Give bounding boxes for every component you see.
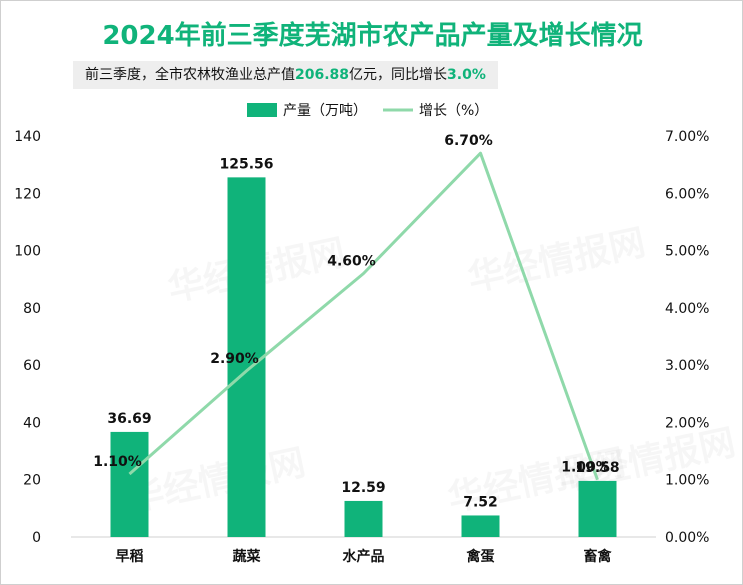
legend-line-label: 增长（%） bbox=[419, 103, 488, 119]
y-right-tick-label: 6.00% bbox=[665, 186, 709, 202]
bar-2 bbox=[227, 177, 266, 537]
y-right-tick-label: 4.00% bbox=[665, 301, 709, 317]
chart-title: 2024年前三季度芜湖市农产品产量及增长情况 bbox=[102, 21, 643, 51]
y-right-tick-label: 7.00% bbox=[665, 129, 709, 145]
x-tick-label: 蔬菜 bbox=[233, 548, 262, 565]
y-left-tick-label: 140 bbox=[14, 129, 41, 145]
watermark-group: 华经情报网华经情报网华经情报网华经情报网华经情报网 bbox=[124, 222, 739, 520]
y-left-tick-label: 80 bbox=[23, 301, 41, 317]
x-tick-label: 畜禽 bbox=[584, 548, 613, 565]
y-right-tick-label: 1.00% bbox=[665, 473, 709, 489]
line-data-label: 6.70% bbox=[444, 133, 493, 149]
growth-line bbox=[128, 151, 599, 481]
y-left-tick-label: 120 bbox=[14, 186, 41, 202]
legend-bar-swatch bbox=[247, 103, 277, 117]
subtitle-text-before: 前三季度，全市农林牧渔业总产值 bbox=[85, 67, 295, 83]
bar-data-label: 19.58 bbox=[575, 460, 619, 476]
bar-data-label: 125.56 bbox=[219, 156, 273, 172]
bar-5 bbox=[578, 480, 617, 537]
watermark-text: 华经情报网 bbox=[464, 222, 649, 300]
y-right-tick-label: 5.00% bbox=[665, 244, 709, 260]
y-left-tick-label: 40 bbox=[23, 415, 41, 431]
y-left-tick-label: 0 bbox=[32, 530, 41, 546]
bar-data-label: 7.52 bbox=[463, 494, 498, 510]
y-right-tick-label: 2.00% bbox=[665, 415, 709, 431]
y-right-tick-label: 3.00% bbox=[665, 358, 709, 374]
subtitle-text-middle: 亿元，同比增长 bbox=[349, 67, 448, 83]
bar-data-label: 12.59 bbox=[341, 480, 385, 496]
x-tick-label: 禽蛋 bbox=[466, 548, 495, 565]
line-data-label: 1.10% bbox=[93, 454, 142, 470]
bar-data-label: 36.69 bbox=[107, 411, 151, 427]
y-right-tick-label: 0.00% bbox=[665, 530, 709, 546]
line-data-label: 2.90% bbox=[210, 351, 259, 367]
bar-1 bbox=[110, 431, 149, 537]
x-tick-label: 早稻 bbox=[116, 548, 144, 565]
y-left-tick-label: 100 bbox=[14, 244, 41, 260]
bar-3 bbox=[344, 500, 383, 537]
x-tick-label: 水产品 bbox=[343, 548, 385, 565]
legend-bar-label: 产量（万吨） bbox=[283, 103, 367, 119]
subtitle-value-1: 206.88 bbox=[295, 67, 350, 83]
y-left-tick-label: 20 bbox=[23, 473, 41, 489]
chart-subtitle: 前三季度，全市农林牧渔业总产值206.88亿元，同比增长3.0% bbox=[73, 61, 498, 89]
bar-4 bbox=[461, 515, 500, 537]
y-left-tick-label: 60 bbox=[23, 358, 41, 374]
line-data-label: 4.60% bbox=[327, 253, 376, 269]
line-data-label: 1.00% bbox=[561, 460, 610, 476]
subtitle-value-2: 3.0% bbox=[447, 67, 486, 83]
